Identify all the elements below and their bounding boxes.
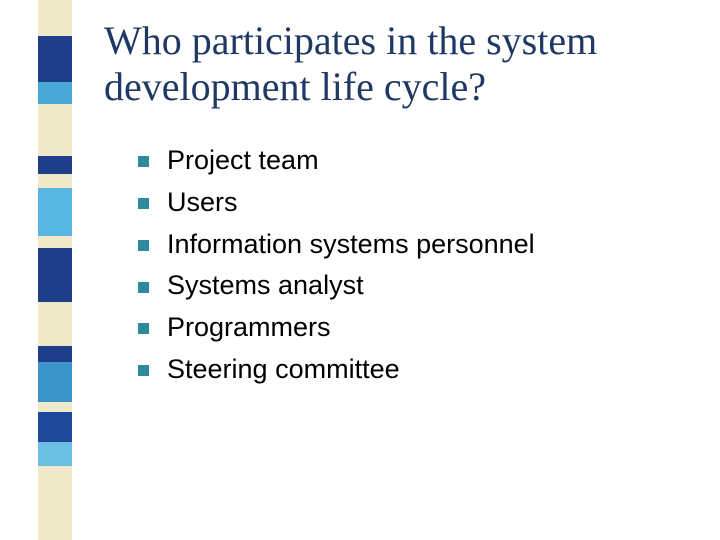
sidebar-stripe [38, 156, 72, 174]
sidebar-stripe [38, 188, 72, 236]
list-item: Information systems personnel [138, 228, 680, 262]
slide-content: Who participates in the system developme… [104, 18, 680, 395]
list-item-label: Information systems personnel [167, 228, 535, 262]
list-item: Project team [138, 144, 680, 178]
square-bullet-icon [138, 156, 149, 167]
sidebar-stripe [38, 466, 72, 540]
decorative-sidebar [38, 0, 72, 540]
list-item: Systems analyst [138, 269, 680, 303]
square-bullet-icon [138, 323, 149, 334]
list-item: Users [138, 186, 680, 220]
sidebar-stripe [38, 82, 72, 104]
sidebar-stripe [38, 104, 72, 156]
bullet-list: Project team Users Information systems per… [138, 144, 680, 387]
square-bullet-icon [138, 198, 149, 209]
list-item: Steering committee [138, 353, 680, 387]
slide-title: Who participates in the system developme… [104, 18, 680, 110]
sidebar-stripe [38, 412, 72, 442]
list-item: Programmers [138, 311, 680, 345]
sidebar-stripe [38, 402, 72, 412]
sidebar-stripe [38, 236, 72, 248]
sidebar-stripe [38, 174, 72, 188]
list-item-label: Systems analyst [167, 269, 364, 303]
sidebar-stripe [38, 362, 72, 402]
list-item-label: Programmers [167, 311, 331, 345]
list-item-label: Users [167, 186, 238, 220]
list-item-label: Steering committee [167, 353, 400, 387]
list-item-label: Project team [167, 144, 319, 178]
sidebar-stripe [38, 442, 72, 466]
sidebar-stripe [38, 248, 72, 302]
sidebar-stripe [38, 346, 72, 362]
square-bullet-icon [138, 365, 149, 376]
sidebar-stripe [38, 36, 72, 82]
square-bullet-icon [138, 240, 149, 251]
sidebar-stripe [38, 302, 72, 346]
square-bullet-icon [138, 282, 149, 293]
sidebar-stripe [38, 0, 72, 36]
